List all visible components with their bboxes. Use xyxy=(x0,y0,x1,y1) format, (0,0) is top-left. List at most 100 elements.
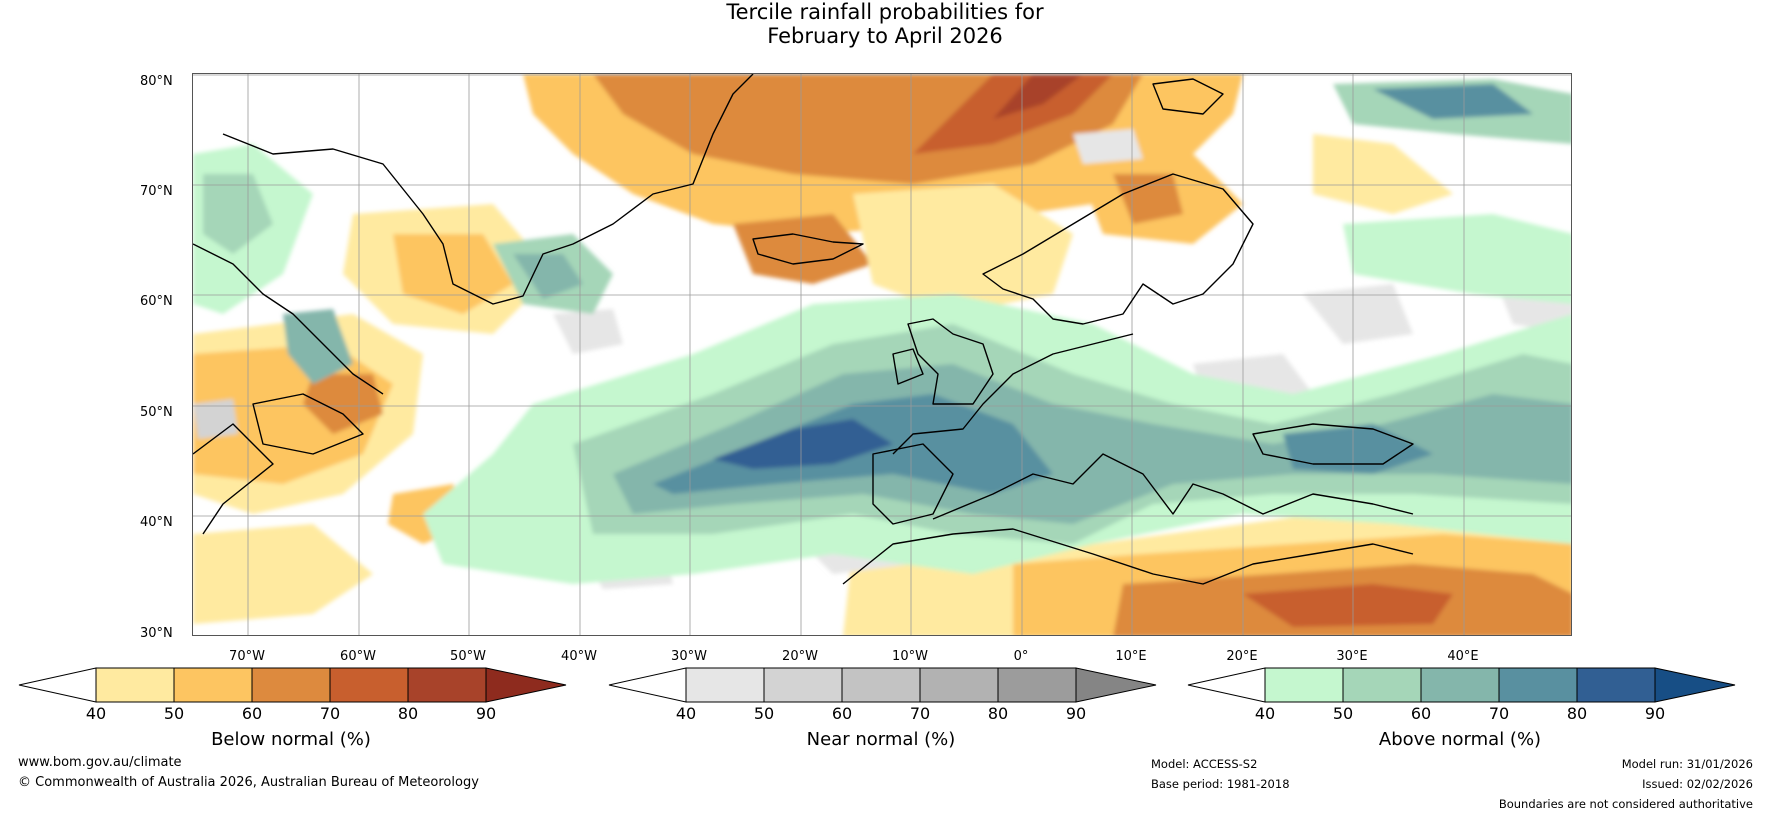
lon-label-10w: 10°W xyxy=(892,649,928,664)
below-tick: 40 xyxy=(85,704,107,723)
above-colorbar-segment xyxy=(1498,667,1578,703)
above-colorbar-segment xyxy=(1420,667,1500,703)
above-tick: 50 xyxy=(1332,704,1354,723)
below-normal-region xyxy=(733,214,873,284)
map-canvas xyxy=(193,74,1571,635)
newfoundland-coast xyxy=(252,393,364,455)
near-colorbar-segment xyxy=(763,667,843,703)
below-normal-region xyxy=(853,184,1073,314)
lat-label-50n: 50°N xyxy=(140,405,173,420)
above-colorbar-segment xyxy=(1342,667,1422,703)
lon-label-0: 0° xyxy=(1013,649,1029,664)
below-colorbar-segment xyxy=(329,667,409,703)
above-colorbar-segment xyxy=(1654,667,1736,703)
below-normal-label: Below normal (%) xyxy=(211,729,371,750)
copyright-text: © Commonwealth of Australia 2026, Austra… xyxy=(18,775,479,790)
near-tick: 80 xyxy=(987,704,1009,723)
colorbar-below-normal xyxy=(18,667,567,703)
above-tick: 70 xyxy=(1488,704,1510,723)
mediterranean-coast xyxy=(932,453,1414,520)
above-normal-region xyxy=(613,364,1571,524)
near-tick: 90 xyxy=(1065,704,1087,723)
below-colorbar-segment xyxy=(251,667,331,703)
near-tick: 40 xyxy=(675,704,697,723)
below-colorbar-segment xyxy=(18,667,97,703)
lat-label-60n: 60°N xyxy=(140,294,173,309)
europe-atlantic-coast xyxy=(892,333,1134,455)
ireland-coast xyxy=(892,348,924,385)
near-normal-region xyxy=(553,309,623,354)
near-normal-region xyxy=(193,399,238,439)
website-link[interactable]: www.bom.gov.au/climate xyxy=(18,755,182,770)
near-tick: 50 xyxy=(753,704,775,723)
above-normal-region xyxy=(1343,214,1571,304)
lon-label-30e: 30°E xyxy=(1336,649,1368,664)
model-run-date: Model run: 31/01/2026 xyxy=(1621,757,1753,771)
lat-label-40n: 40°N xyxy=(140,515,173,530)
near-colorbar-segment xyxy=(841,667,921,703)
title-line-2: February to April 2026 xyxy=(767,24,1003,48)
above-normal-region xyxy=(513,254,583,299)
lon-label-40e: 40°E xyxy=(1447,649,1479,664)
colorbar-above-normal xyxy=(1187,667,1736,703)
below-tick: 60 xyxy=(241,704,263,723)
iceland-coast xyxy=(752,233,864,265)
title-line-1: Tercile rainfall probabilities for xyxy=(726,0,1044,24)
na-east-coast xyxy=(193,423,274,535)
above-tick: 90 xyxy=(1644,704,1666,723)
below-tick: 50 xyxy=(163,704,185,723)
near-tick: 70 xyxy=(909,704,931,723)
below-tick: 80 xyxy=(397,704,419,723)
below-tick: 70 xyxy=(319,704,341,723)
issued-date: Issued: 02/02/2026 xyxy=(1642,777,1753,791)
above-normal-label: Above normal (%) xyxy=(1378,729,1542,750)
disclaimer-text: Boundaries are not considered authoritat… xyxy=(1498,797,1753,811)
above-tick: 80 xyxy=(1566,704,1588,723)
model-name: Model: ACCESS-S2 xyxy=(1151,757,1258,771)
above-normal-region xyxy=(203,174,273,254)
above-normal-region xyxy=(713,419,893,469)
lon-label-60w: 60°W xyxy=(340,649,376,664)
british-isles-coast xyxy=(907,318,994,405)
above-normal-region xyxy=(1373,84,1533,119)
lon-label-40w: 40°W xyxy=(561,649,597,664)
lon-label-30w: 30°W xyxy=(671,649,707,664)
near-colorbar-segment xyxy=(685,667,765,703)
near-normal-label: Near normal (%) xyxy=(806,729,956,750)
coastlines xyxy=(193,74,1414,585)
below-colorbar-segment xyxy=(173,667,253,703)
lat-label-80n: 80°N xyxy=(140,74,173,89)
black-sea-coast xyxy=(1252,423,1414,465)
below-normal-region xyxy=(1243,584,1453,627)
below-normal-region xyxy=(193,524,373,624)
lon-label-10e: 10°E xyxy=(1115,649,1147,664)
below-colorbar-segment xyxy=(485,667,567,703)
chart-title: Tercile rainfall probabilities for Febru… xyxy=(0,0,1770,48)
graticule xyxy=(193,74,1571,635)
greenland-coast xyxy=(222,74,754,305)
labrador-coast xyxy=(193,243,384,395)
near-normal-region xyxy=(1073,129,1143,164)
above-tick: 60 xyxy=(1410,704,1432,723)
below-colorbar-segment xyxy=(95,667,175,703)
near-tick: 60 xyxy=(831,704,853,723)
below-normal-region xyxy=(1113,174,1183,224)
lat-label-70n: 70°N xyxy=(140,184,173,199)
near-colorbar-segment xyxy=(997,667,1077,703)
north-africa-coast xyxy=(842,528,1414,585)
near-colorbar-segment xyxy=(608,667,687,703)
colorbar-near-normal xyxy=(608,667,1157,703)
above-tick: 40 xyxy=(1254,704,1276,723)
below-colorbar-segment xyxy=(407,667,487,703)
scandinavia-coast xyxy=(982,173,1254,325)
rainfall-probability-map xyxy=(192,73,1572,636)
lon-label-20w: 20°W xyxy=(782,649,818,664)
above-normal-region xyxy=(283,309,353,384)
below-normal-region xyxy=(393,234,513,314)
above-colorbar-segment xyxy=(1576,667,1656,703)
near-normal-region xyxy=(1303,284,1413,344)
below-normal-region xyxy=(913,74,1113,154)
iberia-coast xyxy=(872,443,954,525)
base-period: Base period: 1981-2018 xyxy=(1151,777,1290,791)
above-colorbar-segment xyxy=(1187,667,1266,703)
